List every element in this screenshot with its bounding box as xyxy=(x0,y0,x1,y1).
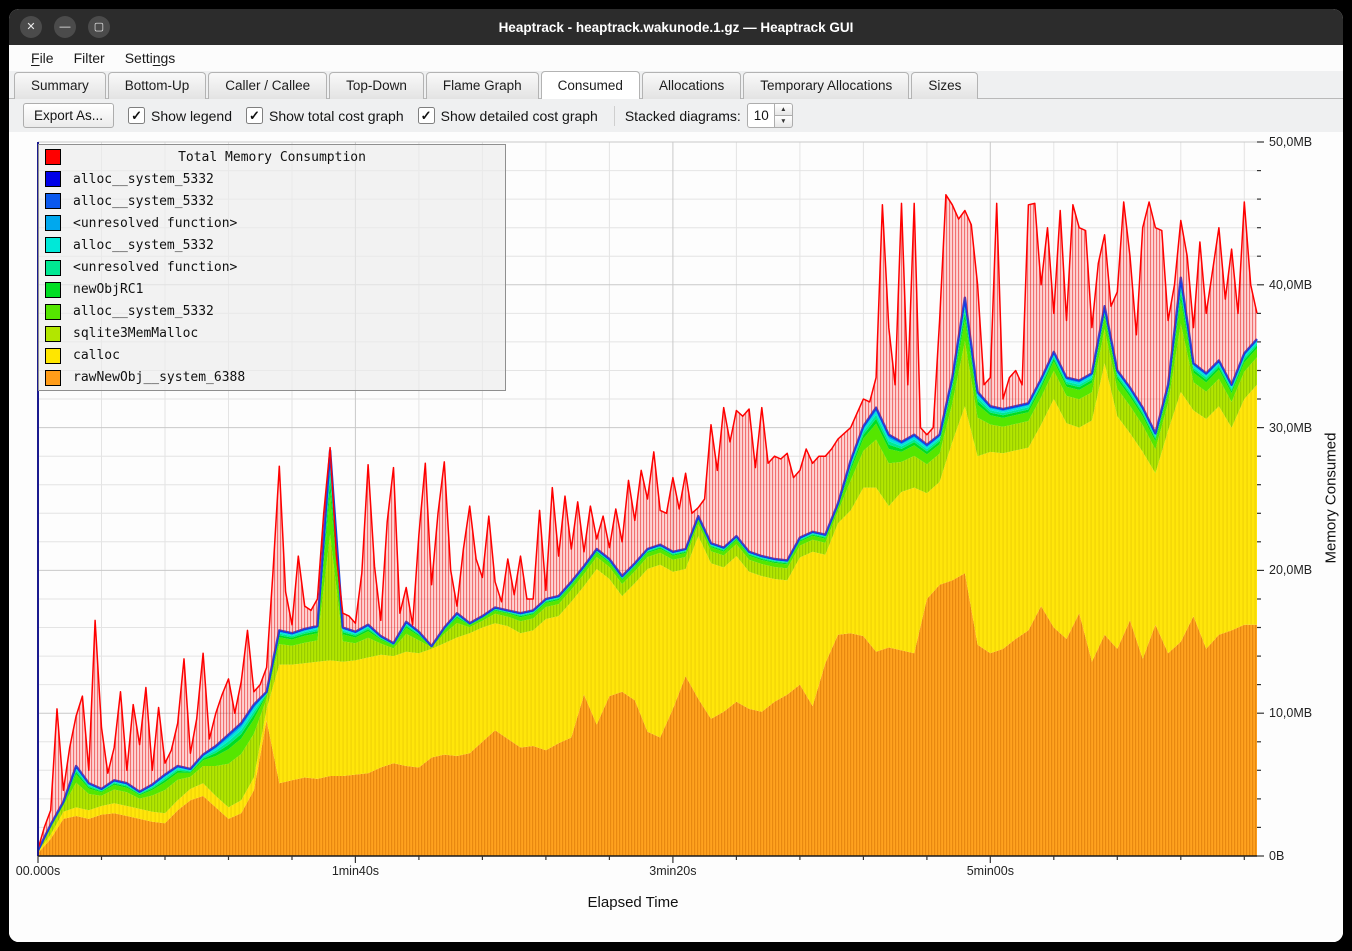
menu-item-filter[interactable]: Filter xyxy=(73,50,105,66)
legend-label: rawNewObj__system_6388 xyxy=(73,370,246,386)
stacked-diagrams-stepper: 10 ▲ ▼ xyxy=(746,103,793,128)
legend-entry: alloc__system_5332 xyxy=(39,234,505,256)
x-axis-tick-label: 5min00s xyxy=(966,864,1014,878)
y-axis-tick-label: 20,0MB xyxy=(1269,563,1313,578)
x-axis-tick-label: 3min20s xyxy=(649,864,697,878)
legend-entry: newObjRC1 xyxy=(39,279,505,301)
legend-swatch-icon xyxy=(45,325,61,342)
y-axis-title: Memory Consumed xyxy=(1322,432,1340,564)
tab-bar: Summary Bottom-Up Caller / Callee Top-Down F… xyxy=(9,71,1343,99)
checkbox-show-legend[interactable]: ✓ Show legend xyxy=(128,107,232,124)
legend-label: alloc__system_5332 xyxy=(73,171,214,187)
legend-swatch-icon xyxy=(45,149,61,166)
legend-swatch-icon xyxy=(45,259,61,276)
spin-up-icon[interactable]: ▲ xyxy=(774,103,793,115)
export-as-button[interactable]: Export As... xyxy=(23,103,115,128)
legend-label: <unresolved function> xyxy=(73,260,238,276)
legend-label: Total Memory Consumption xyxy=(178,149,366,165)
tab-sizes[interactable]: Sizes xyxy=(911,72,979,99)
x-axis-tick-label: 1min40s xyxy=(331,864,380,878)
legend-entry: alloc__system_5332 xyxy=(39,301,505,323)
toolbar-separator xyxy=(613,105,615,126)
stacked-diagrams-label: Stacked diagrams: xyxy=(624,107,741,124)
menu-item-settings[interactable]: Settings xyxy=(124,50,176,66)
legend-swatch-icon xyxy=(45,303,61,320)
menu-bar: File Filter Settings xyxy=(9,45,1343,71)
checkbox-check-icon[interactable]: ✓ xyxy=(417,107,435,124)
legend-entry: alloc__system_5332 xyxy=(39,190,505,212)
legend-swatch-icon xyxy=(45,369,61,386)
y-axis-tick-label: 10,0MB xyxy=(1269,706,1313,721)
window-title: Heaptrack - heaptrack.wakunode.1.gz — He… xyxy=(498,19,854,35)
legend-swatch-icon xyxy=(45,281,61,298)
legend-label: alloc__system_5332 xyxy=(73,237,214,253)
maximize-icon[interactable]: ▢ xyxy=(88,16,110,38)
checkbox-show-total-cost-graph[interactable]: ✓ Show total cost graph xyxy=(245,107,404,124)
spin-down-icon[interactable]: ▼ xyxy=(774,115,793,128)
legend-entry: alloc__system_5332 xyxy=(39,168,505,190)
tab-temporary-allocations[interactable]: Temporary Allocations xyxy=(743,72,910,99)
toolbar: Export As... ✓ Show legend ✓ Show total cos… xyxy=(9,99,1343,132)
checkbox-label: Show detailed cost graph xyxy=(440,107,598,124)
legend-entry: <unresolved function> xyxy=(39,212,505,234)
app-window: ✕ — ▢ Heaptrack - heaptrack.wakunode.1.g… xyxy=(9,9,1343,942)
y-axis-tick-label: 0B xyxy=(1269,849,1285,863)
x-axis-title: Elapsed Time xyxy=(587,894,679,911)
legend-label: alloc__system_5332 xyxy=(73,193,214,209)
legend-label: alloc__system_5332 xyxy=(73,304,214,320)
y-axis-tick-label: 40,0MB xyxy=(1269,277,1313,292)
legend-label: sqlite3MemMalloc xyxy=(73,326,199,342)
legend-label: newObjRC1 xyxy=(73,282,144,298)
legend-swatch-icon xyxy=(45,171,61,188)
legend-entry: <unresolved function> xyxy=(39,256,505,278)
legend-entry: Total Memory Consumption xyxy=(39,146,505,168)
checkbox-show-detailed-cost-graph[interactable]: ✓ Show detailed cost graph xyxy=(417,107,598,124)
memory-consumption-chart[interactable] xyxy=(9,132,1343,942)
chart-legend: Total Memory Consumption alloc__system_53… xyxy=(38,144,506,391)
legend-entry: calloc xyxy=(39,345,505,367)
legend-entry: sqlite3MemMalloc xyxy=(39,323,505,345)
menu-item-file[interactable]: File xyxy=(31,50,54,66)
checkbox-label: Show total cost graph xyxy=(268,107,404,124)
legend-swatch-icon xyxy=(45,347,61,364)
tab-allocations[interactable]: Allocations xyxy=(641,72,742,99)
close-icon[interactable]: ✕ xyxy=(20,16,42,38)
tab-consumed[interactable]: Consumed xyxy=(540,71,640,99)
x-axis-tick-label: 00.000s xyxy=(15,864,61,878)
legend-entry: rawNewObj__system_6388 xyxy=(39,367,505,389)
window-controls: ✕ — ▢ xyxy=(9,16,110,38)
tab-summary[interactable]: Summary xyxy=(14,72,106,99)
checkbox-check-icon[interactable]: ✓ xyxy=(245,107,263,124)
tab-flame-graph[interactable]: Flame Graph xyxy=(425,72,539,99)
legend-swatch-icon xyxy=(45,237,61,254)
consumed-chart-panel: Total Memory Consumption alloc__system_53… xyxy=(9,132,1343,942)
legend-label: calloc xyxy=(73,348,120,364)
legend-label: <unresolved function> xyxy=(73,215,238,231)
tab-top-down[interactable]: Top-Down xyxy=(329,72,424,99)
tab-caller-callee[interactable]: Caller / Callee xyxy=(208,72,328,99)
stacked-diagrams-value[interactable]: 10 xyxy=(746,103,775,128)
tab-bottom-up[interactable]: Bottom-Up xyxy=(107,72,207,99)
y-axis-tick-label: 50,0MB xyxy=(1269,135,1313,149)
legend-swatch-icon xyxy=(45,215,61,232)
checkbox-label: Show legend xyxy=(151,107,232,124)
y-axis-tick-label: 30,0MB xyxy=(1269,420,1313,435)
checkbox-check-icon[interactable]: ✓ xyxy=(128,107,146,124)
title-bar[interactable]: ✕ — ▢ Heaptrack - heaptrack.wakunode.1.g… xyxy=(9,9,1343,45)
legend-swatch-icon xyxy=(45,193,61,210)
minimize-icon[interactable]: — xyxy=(54,16,76,38)
